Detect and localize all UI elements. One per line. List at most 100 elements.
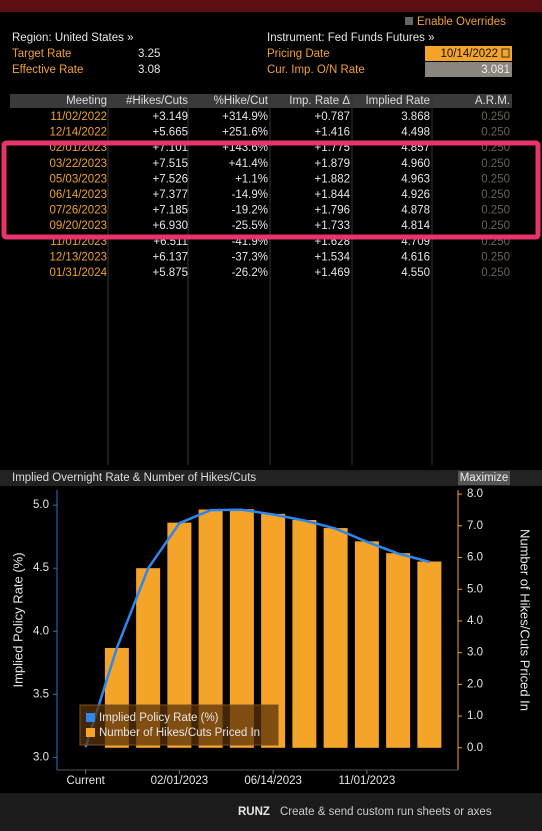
table-cell: +1.796 xyxy=(315,205,351,217)
table-cell: -19.2% xyxy=(232,205,268,217)
footer-command[interactable]: RUNZ xyxy=(238,806,270,818)
table-cell: -25.5% xyxy=(232,220,268,232)
y-tick-label: 3.0 xyxy=(33,751,49,763)
table-cell: 4.926 xyxy=(401,189,430,201)
meeting-date: 03/22/2023 xyxy=(49,158,107,170)
column-header: A.R.M. xyxy=(475,95,510,107)
meeting-date: 07/26/2023 xyxy=(49,205,107,217)
legend-label: Number of Hikes/Cuts Priced In xyxy=(99,727,260,739)
x-tick-label: 11/01/2023 xyxy=(339,775,396,787)
table-cell: 4.963 xyxy=(401,173,430,185)
column-header: %Hike/Cut xyxy=(214,95,269,107)
meeting-date: 05/03/2023 xyxy=(49,173,107,185)
table-cell: +5.665 xyxy=(153,127,189,139)
y-tick-label: 4.0 xyxy=(33,625,49,637)
table-cell: -26.2% xyxy=(232,267,268,279)
field-label: Cur. Imp. O/N Rate xyxy=(267,64,365,76)
table-cell: +6.930 xyxy=(153,220,189,232)
table-cell: 0.250 xyxy=(481,173,510,185)
chart-title: Implied Overnight Rate & Number of Hikes… xyxy=(12,472,256,484)
instrument[interactable]: Instrument: Fed Funds Futures » xyxy=(267,32,434,44)
table-cell: 0.250 xyxy=(481,220,510,232)
table-cell: 0.250 xyxy=(481,189,510,201)
table-cell: +251.6% xyxy=(222,127,268,139)
table-cell: +1.882 xyxy=(315,173,351,185)
field-value: 3.08 xyxy=(138,64,160,76)
meeting-date: 01/31/2024 xyxy=(49,267,107,279)
y2-tick-label: 0.0 xyxy=(467,742,483,754)
bar xyxy=(417,561,442,748)
y-tick-label: 5.0 xyxy=(33,499,49,511)
table-cell: 0.250 xyxy=(481,127,510,139)
table-cell: 0.250 xyxy=(481,158,510,170)
table-cell: 0.250 xyxy=(481,267,510,279)
meeting-date: 11/02/2022 xyxy=(50,111,107,123)
maximize-button[interactable] xyxy=(458,471,510,485)
table-cell: +6.137 xyxy=(153,251,189,263)
meeting-date: 12/13/2023 xyxy=(49,251,107,263)
x-tick-label: Current xyxy=(66,775,105,787)
y2-tick-label: 5.0 xyxy=(467,583,483,595)
bar xyxy=(386,553,411,748)
table-cell: 0.250 xyxy=(481,111,510,123)
bar xyxy=(323,528,348,748)
field-value: 3.25 xyxy=(138,48,160,60)
table-cell: +1.879 xyxy=(315,158,351,170)
y2-tick-label: 3.0 xyxy=(467,647,483,659)
column-header: #Hikes/Cuts xyxy=(126,95,188,107)
footer xyxy=(0,793,542,831)
table-cell: +1.844 xyxy=(315,189,351,201)
x-tick-label: 02/01/2023 xyxy=(151,775,209,787)
enable-overrides[interactable]: Enable Overrides xyxy=(417,16,506,28)
table-cell: +1.469 xyxy=(315,267,351,279)
table-cell: 4.616 xyxy=(401,251,430,263)
table-cell: +1.733 xyxy=(315,220,351,232)
legend-label: Implied Policy Rate (%) xyxy=(99,712,219,724)
table-cell: +1.534 xyxy=(315,251,351,263)
date-input[interactable] xyxy=(425,46,512,61)
table-cell: -37.3% xyxy=(232,251,268,263)
y2-tick-label: 2.0 xyxy=(467,678,483,690)
column-header: Implied Rate xyxy=(365,95,430,107)
table-cell: +7.526 xyxy=(153,173,189,185)
table-cell: +0.787 xyxy=(315,111,351,123)
calendar-icon[interactable] xyxy=(501,48,510,58)
maximize-label[interactable]: Maximize xyxy=(460,472,509,484)
table-cell: +3.149 xyxy=(153,111,189,123)
table-cell: 4.960 xyxy=(401,158,430,170)
y2-tick-label: 6.0 xyxy=(467,552,483,564)
table-cell: 0.250 xyxy=(481,251,510,263)
field-value[interactable]: 10/14/2022 xyxy=(440,48,498,60)
table-cell: +314.9% xyxy=(222,111,268,123)
legend-swatch xyxy=(86,728,95,737)
footer-text: Create & send custom run sheets or axes xyxy=(280,806,492,818)
y2-tick-label: 4.0 xyxy=(467,615,483,627)
table-cell: 4.878 xyxy=(401,205,430,217)
column-header: Meeting xyxy=(66,95,107,107)
field-value: 3.081 xyxy=(481,64,510,76)
meeting-date: 06/14/2023 xyxy=(49,189,107,201)
top-bar xyxy=(0,0,542,12)
table-cell: +1.1% xyxy=(235,173,268,185)
table-cell: -14.9% xyxy=(232,189,268,201)
table-cell: +5.875 xyxy=(153,267,189,279)
region[interactable]: Region: United States » xyxy=(12,32,133,44)
table-cell: 4.498 xyxy=(401,127,430,139)
checkbox[interactable] xyxy=(405,17,413,25)
y-tick-label: 3.5 xyxy=(33,688,49,700)
bar xyxy=(292,519,317,748)
column-header: Imp. Rate Δ xyxy=(289,95,350,107)
y-axis-title: Implied Policy Rate (%) xyxy=(10,552,25,687)
field-label: Effective Rate xyxy=(12,64,83,76)
legend-box xyxy=(79,704,279,746)
bar xyxy=(354,541,379,748)
y2-tick-label: 8.0 xyxy=(467,488,483,500)
chart-header xyxy=(0,470,542,486)
table-cell: 4.814 xyxy=(401,220,430,232)
y-tick-label: 4.5 xyxy=(33,562,49,574)
table-cell: +7.515 xyxy=(153,158,189,170)
legend-swatch xyxy=(86,713,95,722)
table-cell: +1.416 xyxy=(315,127,351,139)
table-cell: 0.250 xyxy=(481,205,510,217)
